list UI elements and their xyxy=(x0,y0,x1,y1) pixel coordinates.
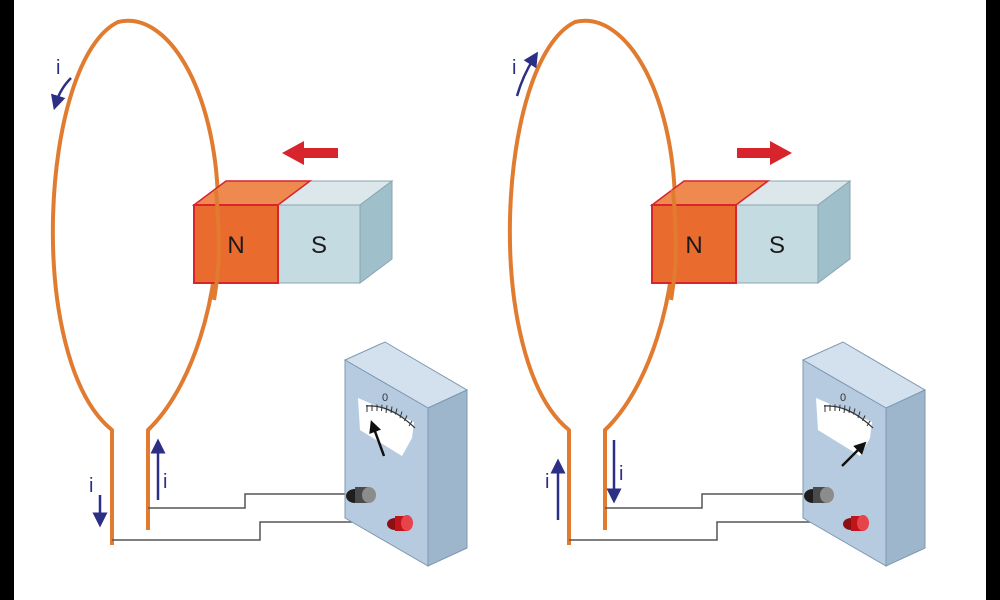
right-north-label: N xyxy=(685,232,702,259)
left-current-arrow-down: i xyxy=(89,475,108,528)
left-current-label-top: i xyxy=(56,57,60,79)
right-lead-wire-upper xyxy=(605,493,804,509)
right-meter-needle xyxy=(841,441,867,467)
right-current-label-up: i xyxy=(545,471,549,493)
left-south-label: S xyxy=(311,232,327,259)
left-terminal-red xyxy=(387,515,413,531)
right-current-arrow-down: i xyxy=(606,440,623,504)
right-magnet: N S xyxy=(649,180,852,284)
right-galvanometer: 0 xyxy=(801,341,927,567)
right-meter-zero-label: 0 xyxy=(840,392,846,404)
left-wire-front-segment xyxy=(212,189,221,301)
right-current-label-down: i xyxy=(619,463,623,485)
right-wire-front-segment xyxy=(669,189,678,301)
left-lead-wire-upper xyxy=(148,493,346,509)
left-meter-scale: 0 xyxy=(358,392,416,456)
right-terminal-black xyxy=(804,487,834,503)
arrow-right-icon xyxy=(737,141,792,165)
left-meter-needle xyxy=(369,420,386,457)
left-magnet: N S xyxy=(191,180,394,284)
right-south-label: S xyxy=(769,232,785,259)
right-wire-loop xyxy=(507,18,678,545)
left-meter-zero-label: 0 xyxy=(382,392,388,404)
left-terminal-black xyxy=(346,487,376,503)
left-scene: N S i i i xyxy=(50,18,469,567)
left-north-pole xyxy=(193,204,279,284)
right-current-arrow-up: i xyxy=(545,458,566,520)
left-current-label-up: i xyxy=(163,471,167,493)
left-north-label: N xyxy=(227,232,244,259)
right-lead-wire-lower xyxy=(569,521,848,541)
right-north-pole xyxy=(651,204,737,284)
left-current-arrow-up: i xyxy=(150,438,167,500)
arrow-left-icon xyxy=(282,141,338,165)
left-galvanometer: 0 xyxy=(343,341,469,567)
left-south-pole xyxy=(277,204,361,284)
right-current-label-top: i xyxy=(512,57,516,79)
left-lead-wire-lower xyxy=(112,521,392,541)
right-scene: N S i i i xyxy=(507,18,927,567)
right-terminal-red xyxy=(843,515,869,531)
left-wire-loop xyxy=(50,18,221,545)
right-current-arrow-top: i xyxy=(512,51,539,97)
left-current-arrow-top: i xyxy=(50,57,72,111)
right-meter-scale: 0 xyxy=(816,392,874,456)
left-current-label-down: i xyxy=(89,475,93,497)
right-south-pole xyxy=(735,204,819,284)
